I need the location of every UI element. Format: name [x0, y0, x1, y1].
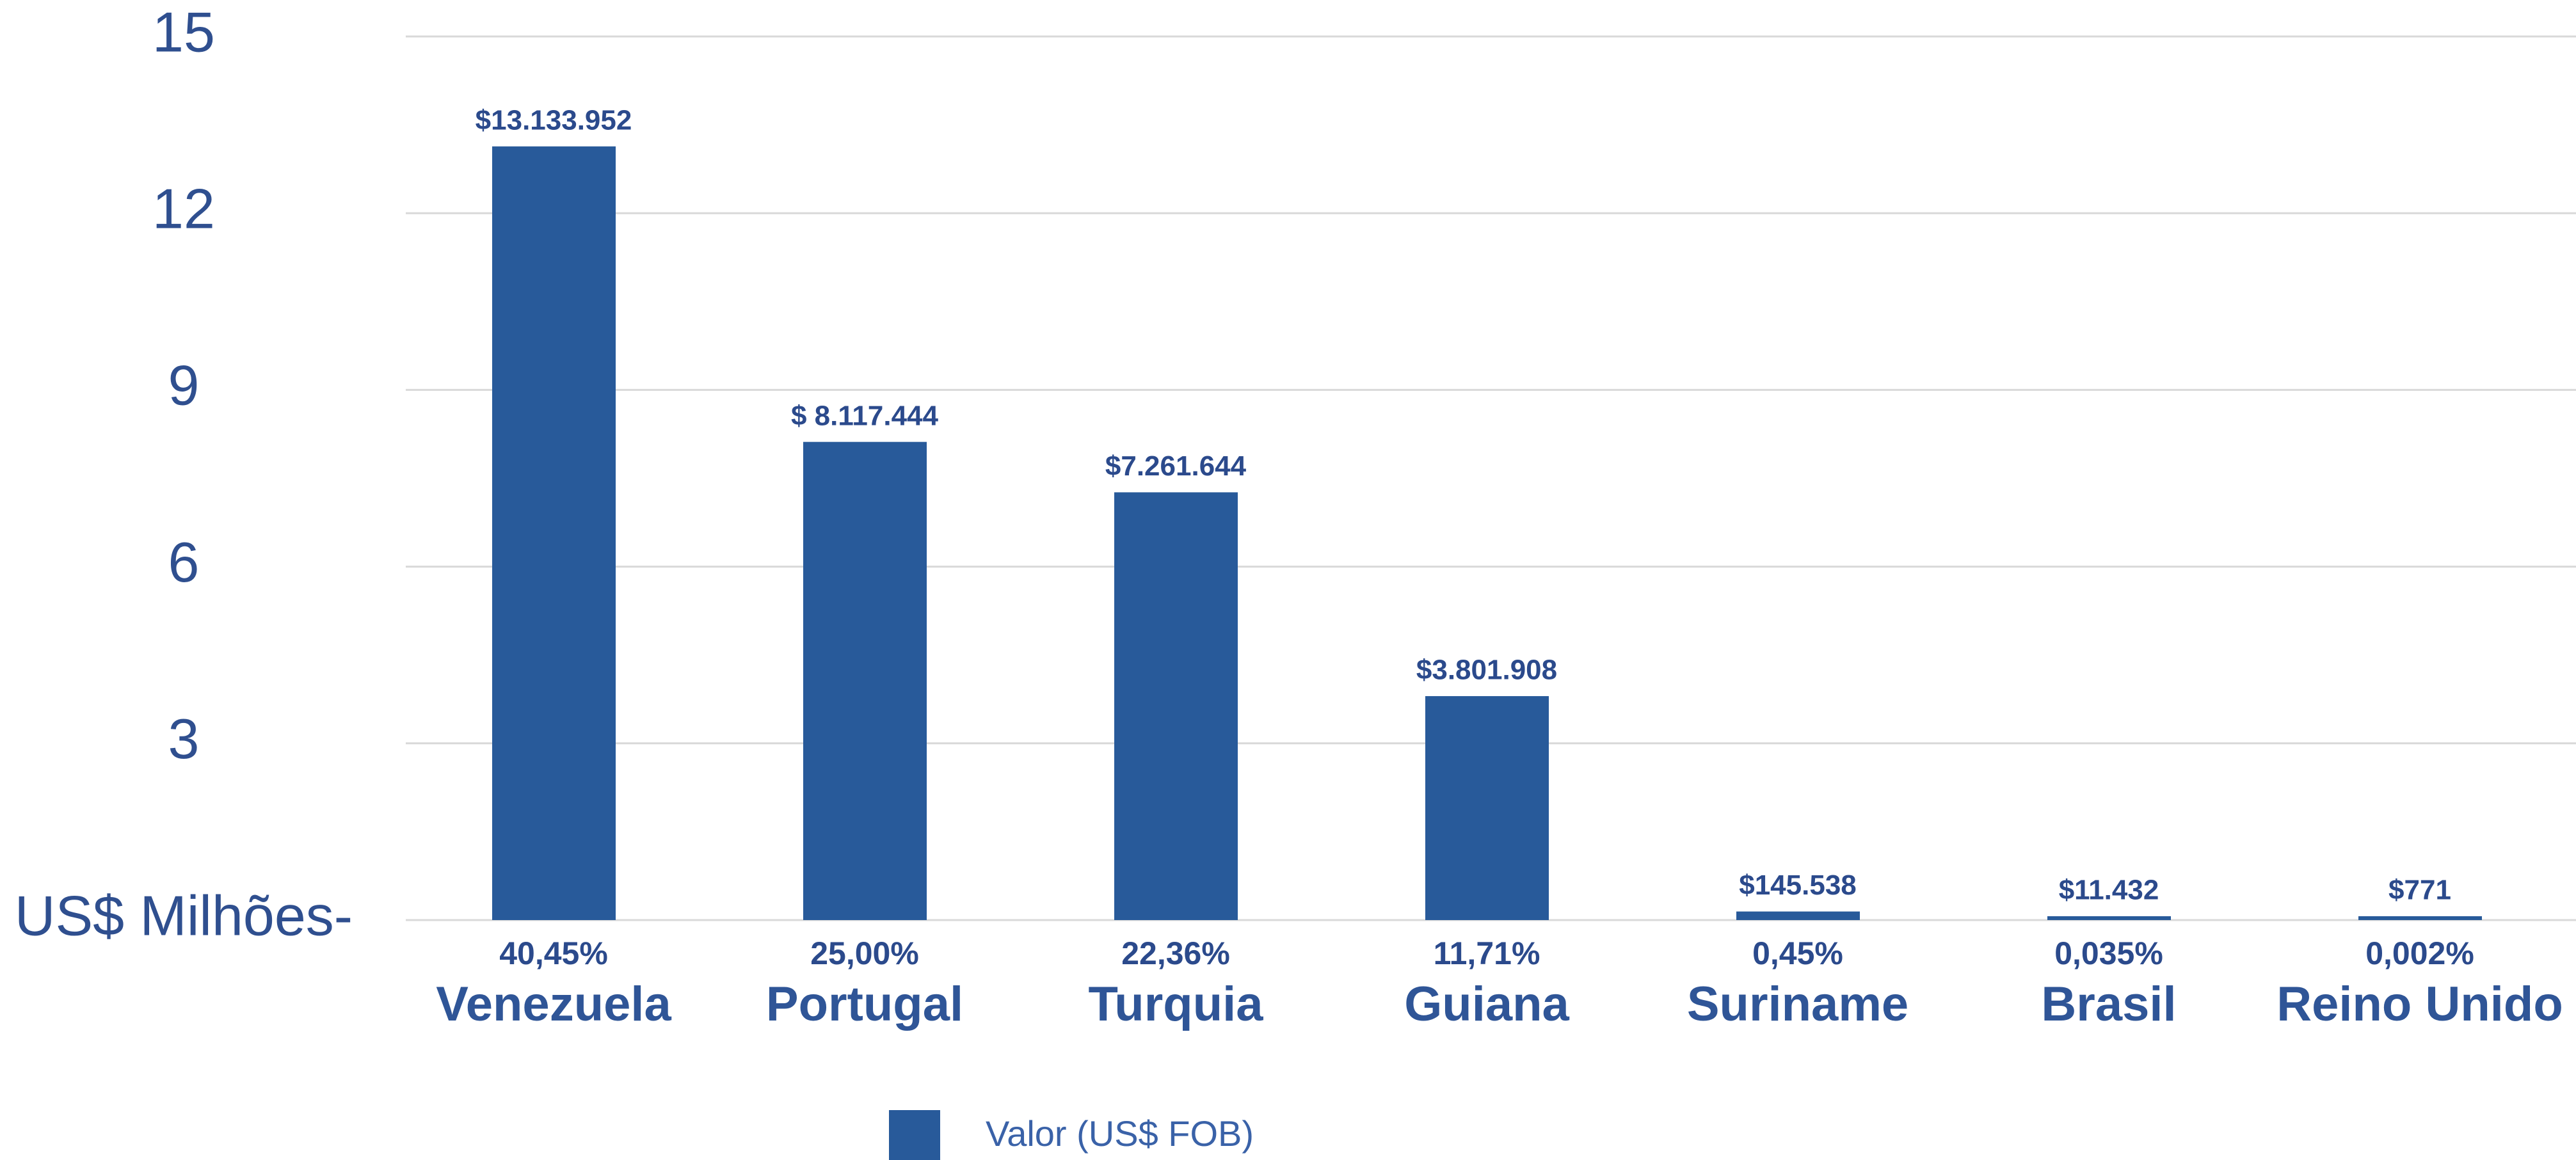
- x-tick-label: Suriname: [1687, 977, 1908, 1031]
- bar: [1425, 695, 1549, 920]
- bar: [492, 146, 616, 921]
- x-tick-label: Guiana: [1404, 977, 1569, 1031]
- value-label: $3.801.908: [1416, 655, 1557, 686]
- value-label: $ 8.117.444: [791, 400, 939, 431]
- y-tick-label: 12: [152, 177, 215, 240]
- y-tick-label: 3: [168, 707, 200, 770]
- share-label: 0,45%: [1752, 935, 1843, 971]
- y-tick-label: 6: [168, 530, 200, 594]
- x-tick-label: Turquia: [1088, 977, 1263, 1031]
- legend-swatch: [889, 1110, 940, 1160]
- x-tick-label: Portugal: [766, 977, 963, 1031]
- bar: [2047, 916, 2171, 920]
- bar: [1114, 492, 1238, 920]
- x-tick-label: Reino Unido: [2276, 977, 2563, 1031]
- value-label: $7.261.644: [1105, 450, 1247, 482]
- y-tick-label: US$ Milhões-: [15, 884, 353, 947]
- bar: [803, 441, 927, 920]
- share-label: 0,035%: [2054, 935, 2163, 971]
- y-tick-label: 9: [168, 354, 200, 417]
- legend-label: Valor (US$ FOB): [986, 1113, 1254, 1154]
- x-tick-label: Venezuela: [436, 977, 671, 1031]
- share-label: 11,71%: [1434, 935, 1540, 971]
- value-label: $13.133.952: [476, 104, 632, 136]
- share-label: 40,45%: [499, 935, 608, 971]
- share-label: 22,36%: [1121, 935, 1230, 971]
- y-tick-label: 15: [152, 0, 215, 63]
- value-label: $771: [2388, 875, 2451, 906]
- share-label: 0,002%: [2365, 935, 2474, 971]
- bar: [1736, 911, 1860, 920]
- value-label: $11.432: [2059, 875, 2159, 906]
- x-tick-label: Brasil: [2041, 977, 2176, 1031]
- value-label: $145.538: [1739, 870, 1857, 901]
- bar: [2358, 916, 2482, 920]
- share-label: 25,00%: [810, 935, 919, 971]
